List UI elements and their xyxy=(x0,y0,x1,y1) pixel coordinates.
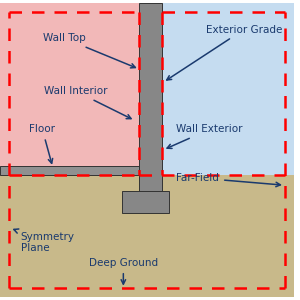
Bar xyxy=(0,166,140,175)
Bar xyxy=(0,175,294,297)
Text: Far-Field: Far-Field xyxy=(176,173,280,187)
Bar xyxy=(122,191,169,213)
Bar xyxy=(0,3,140,175)
Text: Floor: Floor xyxy=(29,124,56,163)
Text: Wall Interior: Wall Interior xyxy=(44,86,131,119)
Text: Symmetry
Plane: Symmetry Plane xyxy=(14,229,75,253)
Text: Wall Exterior: Wall Exterior xyxy=(167,124,243,148)
Text: Exterior Grade: Exterior Grade xyxy=(167,25,282,80)
Text: Deep Ground: Deep Ground xyxy=(89,258,158,284)
Bar xyxy=(140,3,161,191)
Text: Wall Top: Wall Top xyxy=(43,33,135,68)
Bar xyxy=(161,3,294,175)
